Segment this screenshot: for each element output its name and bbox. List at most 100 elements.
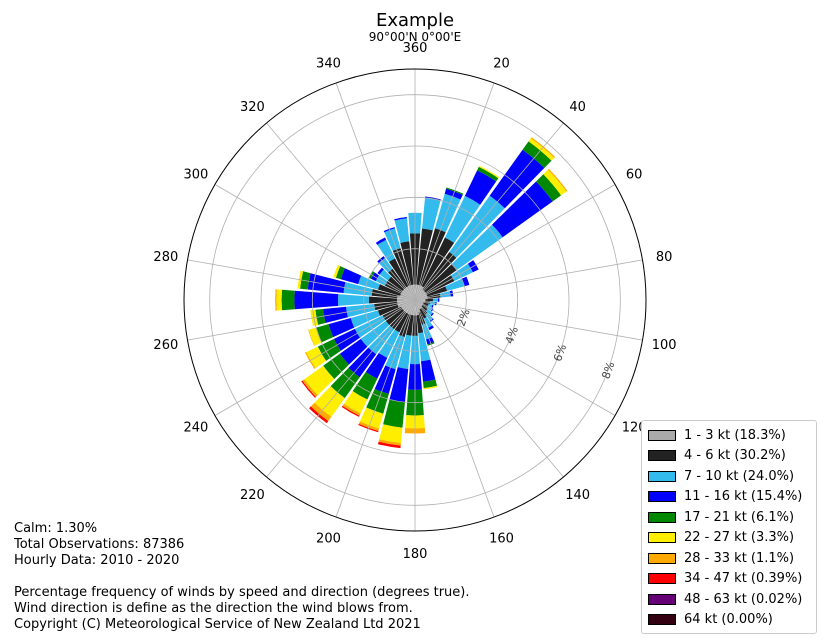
wind-bar-50-bin-5	[536, 174, 562, 202]
wind-bar-110-bin-4	[431, 304, 434, 308]
wind-bar-90-bin-2	[425, 298, 433, 302]
legend-item: 11 - 16 kt (15.4%)	[648, 487, 802, 507]
wind-bar-210-bin-6	[343, 391, 368, 414]
wind-bar-230-bin-8	[301, 380, 316, 398]
wind-bar-230-bin-2	[385, 308, 404, 326]
direction-tick-label: 140	[565, 488, 590, 503]
wind-bar-30-bin-4	[464, 170, 497, 205]
wind-bar-110-bin-2	[423, 302, 429, 306]
polar-grid	[183, 68, 647, 532]
angular-gridline-140	[414, 299, 564, 478]
wind-bar-190-bin-5	[383, 399, 405, 428]
legend-item: 64 kt (0.00%)	[648, 610, 773, 630]
direction-tick-label: 20	[493, 56, 510, 71]
angular-gridline-100	[414, 299, 643, 341]
wind-bar-170-bin-3	[418, 332, 431, 362]
wind-bar-190-bin-2	[406, 314, 414, 336]
angular-gridline-200	[335, 299, 416, 518]
chart-subtitle: 90°00'N 0°00'E	[368, 30, 462, 44]
legend-label: 34 - 47 kt (0.39%)	[684, 571, 803, 586]
direction-tick-label: 60	[626, 168, 643, 183]
direction-tick-label: 100	[652, 338, 677, 353]
hourly-data-note: Hourly Data: 2010 - 2020	[14, 553, 180, 568]
wind-bar-330-bin-2	[388, 258, 409, 288]
wind-bar-330-bin-1	[406, 286, 415, 300]
wind-bar-190-bin-7	[378, 439, 401, 446]
legend-item: 34 - 47 kt (0.39%)	[648, 569, 802, 589]
calm-note: Calm: 1.30%	[14, 521, 98, 536]
wind-bar-250-bin-5	[316, 324, 334, 343]
angular-gridline-120	[414, 299, 616, 416]
legend-swatch	[648, 429, 676, 441]
wind-bar-190-bin-6	[379, 424, 403, 444]
direction-tick-label: 180	[403, 547, 428, 562]
legend-item: 4 - 6 kt (30.2%)	[648, 446, 786, 466]
direction-tick-label: 320	[240, 100, 265, 115]
wind-bar-250-bin-6	[308, 327, 322, 346]
wind-bar-310-bin-2	[387, 276, 404, 292]
legend-swatch	[648, 573, 676, 584]
legend-swatch	[648, 470, 676, 482]
legend-swatch	[648, 532, 676, 543]
wind-bar-310-bin-4	[377, 267, 384, 275]
wind-bar-70-bin-3	[445, 278, 465, 292]
legend-label: 28 - 33 kt (1.1%)	[684, 550, 795, 566]
wind-bar-270-bin-4	[294, 290, 339, 310]
wind-bar-50-bin-7	[547, 168, 568, 192]
wind-bar-170-bin-1	[415, 300, 419, 316]
legend-swatch	[648, 491, 676, 502]
radial-tick-label: 4%	[503, 325, 521, 346]
legend-label: 4 - 6 kt (30.2%)	[684, 448, 786, 463]
direction-tick-label: 260	[153, 338, 178, 353]
direction-tick-label: 240	[183, 421, 208, 436]
legend: 1 - 3 kt (18.3%) 4 - 6 kt (30.2%) 7 - 10 k…	[641, 420, 817, 634]
legend-item: 28 - 33 kt (1.1%)	[648, 548, 794, 568]
legend-item: 22 - 27 kt (3.3%)	[648, 528, 794, 548]
wind-bar-280-bin-4	[307, 273, 346, 293]
direction-tick-label: 200	[316, 532, 341, 547]
direction-tick-label: 80	[656, 250, 673, 265]
legend-item: 48 - 63 kt (0.02%)	[648, 589, 802, 609]
wind-bar-330-bin-3	[377, 239, 396, 262]
radial-tick-label: 6%	[551, 342, 569, 363]
wind-bar-310-bin-3	[379, 269, 392, 281]
wind-bar-210-bin-5	[352, 372, 378, 400]
wind-bar-10-bin-2	[416, 228, 433, 286]
wind-bar-30-bin-1	[415, 286, 424, 300]
legend-label: 48 - 63 kt (0.02%)	[684, 591, 803, 607]
legend-label: 17 - 21 kt (6.1%)	[684, 509, 795, 525]
wind-bar-150-bin-3	[423, 316, 433, 328]
wind-bar-20-bin-3	[435, 193, 461, 233]
wind-bar-230-bin-3	[360, 320, 390, 347]
wind-bar-90-bin-1	[415, 299, 426, 301]
wind-bar-210-bin-1	[406, 300, 415, 314]
angular-gridline-40	[414, 122, 564, 301]
direction-definition-note: Wind direction is define as the directio…	[14, 601, 413, 616]
wind-bar-250-bin-3	[350, 310, 380, 328]
wind-bar-250-bin-7	[308, 329, 315, 346]
chart-title: Example	[375, 10, 455, 31]
wind-bar-130-bin-3	[426, 308, 433, 316]
wind-bar-230-bin-4	[339, 338, 368, 365]
wind-bar-10-bin-3	[422, 197, 441, 231]
angular-gridline-280	[187, 259, 416, 301]
wind-bar-130-bin-2	[421, 305, 428, 311]
wind-bar-170-bin-5	[423, 379, 438, 389]
wind-bar-200-bin-6	[359, 407, 384, 429]
wind-bar-50-bin-4	[492, 181, 553, 238]
wind-bar-270-bin-7	[275, 289, 277, 311]
wind-bar-290-bin-1	[400, 293, 415, 300]
wind-bar-170-bin-6	[423, 385, 438, 390]
wind-bar-30-bin-3	[444, 195, 481, 243]
wind-bar-290-bin-4	[340, 268, 362, 285]
direction-tick-label: 220	[240, 488, 265, 503]
wind-bar-350-bin-2	[400, 241, 414, 286]
wind-bar-230-bin-1	[402, 300, 415, 311]
legend-swatch	[648, 552, 676, 564]
wind-bar-270-bin-6	[276, 289, 282, 311]
angular-gridline-160	[414, 299, 495, 518]
wind-bar-290-bin-5	[335, 266, 345, 280]
wind-bar-190-bin-8	[377, 441, 401, 449]
radial-tick-label: 8%	[599, 360, 617, 381]
